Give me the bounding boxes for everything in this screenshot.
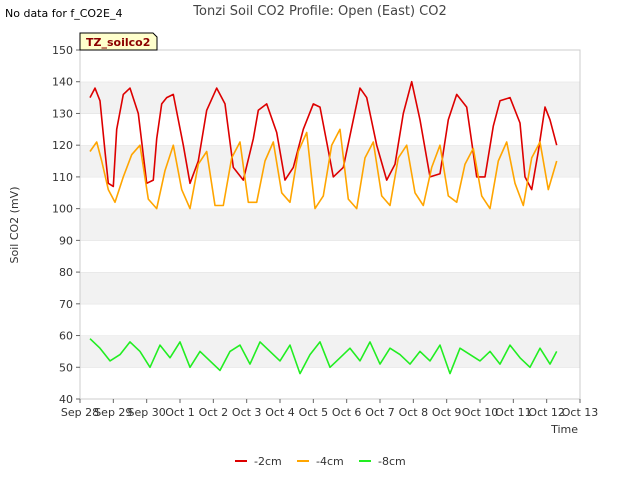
y-tick-label: 100: [52, 203, 73, 216]
x-tick-label: Oct 12: [528, 406, 565, 419]
x-tick-label: Oct 9: [432, 406, 462, 419]
x-tick-label: Sep 30: [128, 406, 166, 419]
y-tick-label: 80: [59, 266, 73, 279]
y-tick-label: 110: [52, 171, 73, 184]
series-line--4cm: [89, 128, 558, 210]
legend-label: -2cm: [254, 455, 282, 468]
grid-bands: [80, 49, 580, 399]
legend-label: -4cm: [316, 455, 344, 468]
x-tick-label: Oct 6: [332, 406, 362, 419]
x-tick-label: Sep 28: [61, 406, 99, 419]
no-data-notice: No data for f_CO2E_4: [5, 7, 123, 20]
y-axis-ticks: 40 50 60 70 80 90 100 110 120 130 140 150: [52, 44, 80, 406]
x-tick-label: Oct 5: [299, 406, 329, 419]
x-tick-label: Oct 2: [199, 406, 229, 419]
y-axis-label: Soil CO2 (mV): [8, 187, 21, 264]
x-tick-label: Oct 13: [562, 406, 599, 419]
x-tick-label: Oct 10: [462, 406, 499, 419]
x-axis-label: Time: [550, 423, 578, 436]
x-tick-label: Oct 3: [232, 406, 262, 419]
tag-label: TZ_soilco2: [86, 36, 150, 49]
y-tick-label: 70: [59, 298, 73, 311]
tag-box: TZ_soilco2: [79, 32, 158, 51]
grid-band: [80, 208, 580, 241]
x-tick-label: Sep 29: [94, 406, 132, 419]
grid-band: [80, 272, 580, 304]
y-tick-label: 90: [59, 234, 73, 247]
grid-band: [80, 50, 580, 82]
plot-frame: [79, 49, 581, 400]
series-group: [89, 80, 558, 375]
y-tick-label: 130: [52, 107, 73, 120]
legend: -2cm -4cm -8cm: [235, 455, 406, 468]
series-line--2cm: [89, 80, 558, 191]
x-tick-label: Oct 8: [399, 406, 429, 419]
y-tick-label: 150: [52, 44, 73, 57]
grid-band: [80, 335, 580, 368]
grid-band: [80, 303, 580, 336]
x-tick-label: Oct 4: [265, 406, 295, 419]
grid-band: [80, 176, 580, 209]
x-tick-label: Oct 1: [165, 406, 195, 419]
y-tick-label: 120: [52, 139, 73, 152]
grid-band: [80, 81, 580, 114]
grid-band: [80, 367, 580, 399]
legend-label: -8cm: [378, 455, 406, 468]
chart-title: Tonzi Soil CO2 Profile: Open (East) CO2: [192, 4, 446, 19]
grid-band: [80, 240, 580, 273]
x-tick-label: Oct 11: [495, 406, 532, 419]
y-tick-label: 140: [52, 76, 73, 89]
grid-band: [80, 113, 580, 146]
y-tick-label: 50: [59, 361, 73, 374]
x-tick-label: Oct 7: [365, 406, 395, 419]
series-line--8cm: [89, 338, 558, 375]
y-tick-label: 40: [59, 393, 73, 406]
y-tick-label: 60: [59, 330, 73, 343]
